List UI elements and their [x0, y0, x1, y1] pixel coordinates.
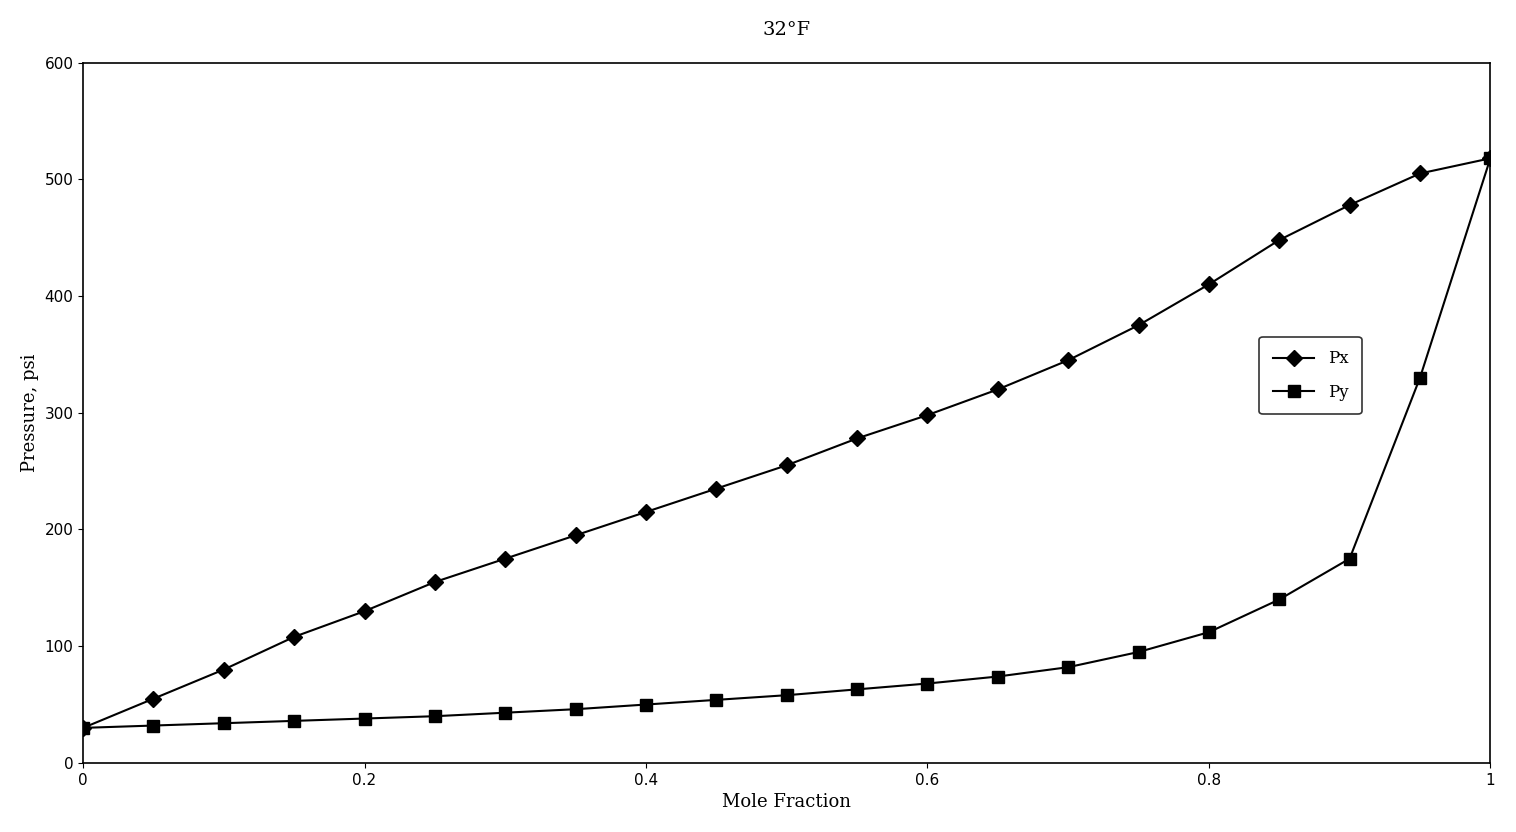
- Px: [144, 694, 162, 704]
- Y-axis label: Pressure, psi: Pressure, psi: [21, 354, 39, 472]
- Py: [1060, 662, 1078, 672]
- Px: [708, 483, 726, 493]
- Px: [1199, 280, 1217, 290]
- Line: Px: Px: [77, 153, 1496, 734]
- Px: [567, 530, 585, 540]
- Py: [1129, 647, 1148, 657]
- Py: [919, 679, 937, 689]
- Px: [215, 665, 233, 675]
- Py: [1411, 373, 1430, 383]
- Py: [567, 704, 585, 714]
- Px: [496, 553, 514, 563]
- Px: [1060, 355, 1078, 365]
- Px: [285, 631, 303, 641]
- Py: [988, 671, 1007, 681]
- Legend: Px, Py: Px, Py: [1260, 337, 1361, 414]
- Py: [708, 695, 726, 705]
- Py: [355, 714, 373, 724]
- Px: [778, 460, 796, 470]
- Py: [1481, 153, 1499, 163]
- X-axis label: Mole Fraction: Mole Fraction: [722, 793, 850, 811]
- Py: [1199, 627, 1217, 637]
- Py: [144, 721, 162, 730]
- Py: [847, 685, 866, 695]
- Px: [1129, 320, 1148, 330]
- Px: [74, 723, 92, 733]
- Px: [988, 384, 1007, 394]
- Px: [1411, 169, 1430, 179]
- Py: [285, 716, 303, 726]
- Py: [496, 708, 514, 718]
- Px: [1481, 153, 1499, 163]
- Line: Py: Py: [77, 153, 1496, 734]
- Py: [74, 723, 92, 733]
- Py: [1340, 553, 1358, 563]
- Py: [637, 700, 655, 710]
- Px: [847, 433, 866, 443]
- Py: [215, 718, 233, 728]
- Py: [1270, 595, 1289, 605]
- Px: [1270, 235, 1289, 245]
- Px: [1340, 200, 1358, 210]
- Title: 32°F: 32°F: [763, 21, 811, 39]
- Px: [355, 607, 373, 617]
- Px: [426, 577, 444, 587]
- Py: [426, 711, 444, 721]
- Px: [637, 507, 655, 517]
- Py: [778, 691, 796, 701]
- Px: [919, 410, 937, 420]
